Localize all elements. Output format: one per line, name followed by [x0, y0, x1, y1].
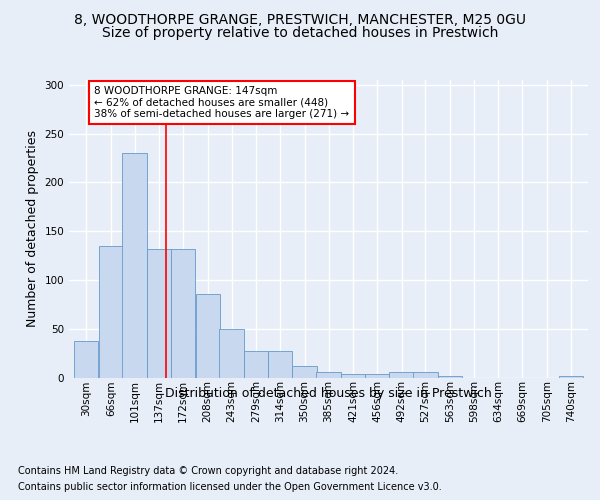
- Text: Size of property relative to detached houses in Prestwich: Size of property relative to detached ho…: [102, 26, 498, 40]
- Bar: [196, 294, 220, 378]
- Text: 8, WOODTHORPE GRANGE, PRESTWICH, MANCHESTER, M25 0GU: 8, WOODTHORPE GRANGE, PRESTWICH, MANCHES…: [74, 12, 526, 26]
- Bar: [122, 153, 147, 378]
- Text: Contains public sector information licensed under the Open Government Licence v3: Contains public sector information licen…: [18, 482, 442, 492]
- Bar: [438, 376, 462, 378]
- Bar: [220, 328, 244, 378]
- Text: Contains HM Land Registry data © Crown copyright and database right 2024.: Contains HM Land Registry data © Crown c…: [18, 466, 398, 476]
- Bar: [389, 372, 413, 378]
- Bar: [268, 351, 292, 378]
- Bar: [316, 372, 341, 378]
- Bar: [559, 376, 583, 378]
- Bar: [292, 366, 317, 378]
- Text: Distribution of detached houses by size in Prestwich: Distribution of detached houses by size …: [166, 388, 492, 400]
- Bar: [365, 374, 389, 378]
- Bar: [244, 351, 268, 378]
- Y-axis label: Number of detached properties: Number of detached properties: [26, 130, 39, 327]
- Bar: [74, 342, 98, 378]
- Text: 8 WOODTHORPE GRANGE: 147sqm
← 62% of detached houses are smaller (448)
38% of se: 8 WOODTHORPE GRANGE: 147sqm ← 62% of det…: [94, 86, 350, 119]
- Bar: [147, 248, 172, 378]
- Bar: [171, 248, 195, 378]
- Bar: [341, 374, 365, 378]
- Bar: [413, 372, 437, 378]
- Bar: [98, 246, 123, 378]
